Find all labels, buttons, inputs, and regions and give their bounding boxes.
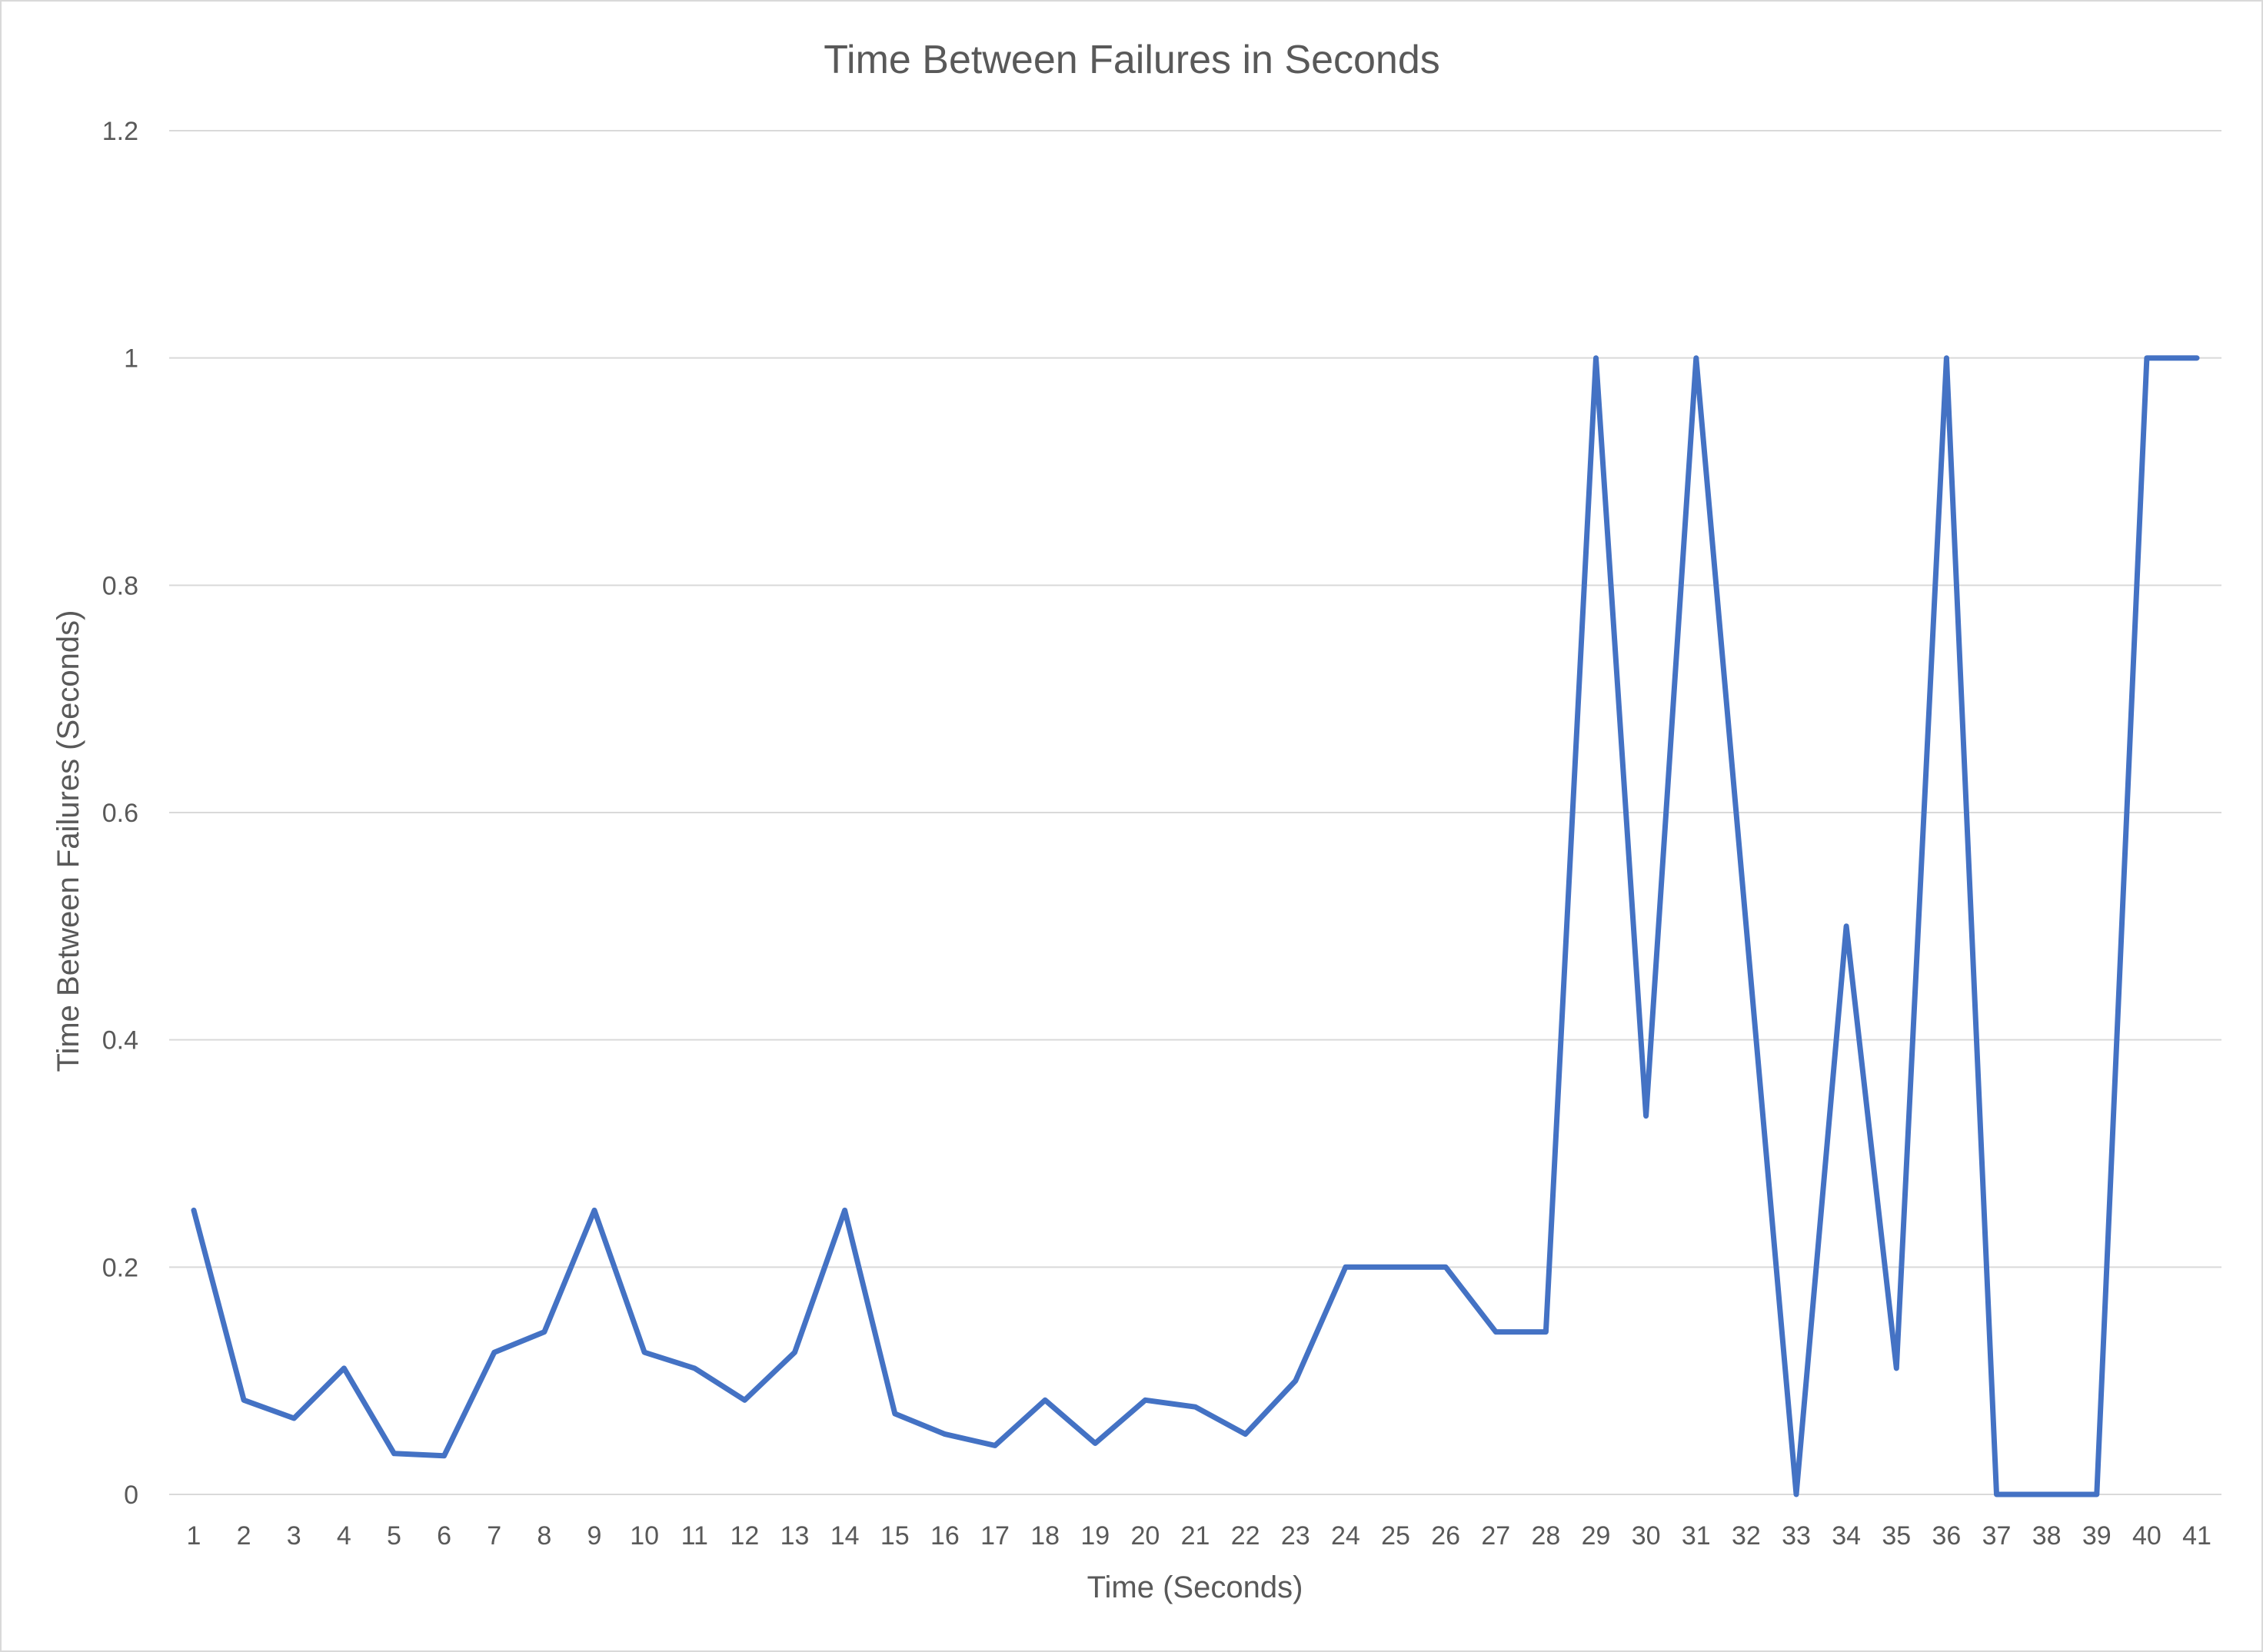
x-tick-label: 38 (2032, 1521, 2062, 1551)
gridlines (169, 130, 2221, 1495)
x-tick-label: 19 (1080, 1521, 1110, 1551)
y-tick-label: 0.8 (102, 571, 138, 600)
x-tick-label: 27 (1481, 1521, 1510, 1551)
x-tick-label: 18 (1030, 1521, 1060, 1551)
x-tick-label: 22 (1231, 1521, 1260, 1551)
x-tick-label: 2 (237, 1521, 251, 1551)
y-tick-label: 1.2 (102, 117, 138, 146)
x-tick-label: 28 (1531, 1521, 1560, 1551)
x-tick-label: 11 (681, 1521, 708, 1551)
x-tick-label: 12 (730, 1521, 759, 1551)
x-tick-label: 36 (1932, 1521, 1961, 1551)
x-tick-label: 32 (1732, 1521, 1761, 1551)
y-tick-label: 0.2 (102, 1253, 138, 1282)
x-tick-label: 5 (387, 1521, 401, 1551)
x-tick-label: 24 (1331, 1521, 1360, 1551)
y-axis-title: Time Between Failures (Seconds) (52, 610, 85, 1072)
x-tick-label: 31 (1682, 1521, 1711, 1551)
x-axis-title: Time (Seconds) (1087, 1571, 1303, 1604)
x-tick-label: 16 (930, 1521, 960, 1551)
x-axis-ticks: 1 2 3 4 5 6 7 8 9 10 11 12 13 14 15 16 17 18 19 20 21 22 23 24 2… (187, 1521, 2211, 1551)
x-tick-label: 21 (1181, 1521, 1210, 1551)
y-tick-label: 1 (124, 344, 138, 374)
x-tick-label: 33 (1782, 1521, 1811, 1551)
x-tick-label: 6 (437, 1521, 451, 1551)
x-tick-label: 17 (980, 1521, 1010, 1551)
x-tick-label: 14 (830, 1521, 860, 1551)
x-tick-label: 4 (337, 1521, 351, 1551)
y-tick-label: 0 (124, 1481, 138, 1510)
x-tick-label: 13 (780, 1521, 810, 1551)
x-tick-label: 1 (187, 1521, 201, 1551)
x-tick-label: 23 (1281, 1521, 1310, 1551)
x-tick-label: 26 (1431, 1521, 1460, 1551)
y-tick-label: 0.6 (102, 799, 138, 828)
x-tick-label: 37 (1982, 1521, 2012, 1551)
x-tick-label: 10 (630, 1521, 659, 1551)
x-tick-label: 39 (2082, 1521, 2112, 1551)
x-tick-label: 3 (287, 1521, 301, 1551)
x-tick-label: 9 (587, 1521, 602, 1551)
x-tick-label: 25 (1381, 1521, 1410, 1551)
x-tick-label: 34 (1832, 1521, 1861, 1551)
y-tick-label: 0.4 (102, 1026, 138, 1055)
x-tick-label: 30 (1632, 1521, 1661, 1551)
x-tick-label: 15 (880, 1521, 910, 1551)
x-tick-label: 8 (537, 1521, 551, 1551)
x-tick-label: 35 (1882, 1521, 1911, 1551)
chart-title: Time Between Failures in Seconds (824, 38, 1440, 82)
y-axis-ticks: 0 0.2 0.4 0.6 0.8 1 1.2 (102, 117, 138, 1510)
x-tick-label: 29 (1582, 1521, 1611, 1551)
x-tick-label: 40 (2132, 1521, 2161, 1551)
series-line (191, 355, 2200, 1497)
x-tick-label: 20 (1130, 1521, 1160, 1551)
x-tick-label: 7 (487, 1521, 501, 1551)
x-tick-label: 41 (2182, 1521, 2211, 1551)
